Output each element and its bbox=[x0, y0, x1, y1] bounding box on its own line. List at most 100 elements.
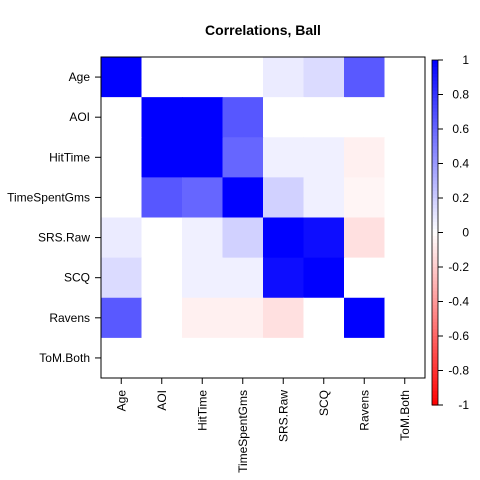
heatmap-cell-timespentgms-tom-both bbox=[384, 177, 426, 219]
legend-color-step bbox=[432, 153, 438, 158]
legend-tick-label: -0.8 bbox=[448, 364, 469, 378]
legend-color-step bbox=[432, 118, 438, 123]
legend-color-step bbox=[432, 156, 438, 161]
legend-color-step bbox=[432, 346, 438, 351]
legend-color-step bbox=[432, 180, 438, 185]
legend-color-step bbox=[432, 166, 438, 171]
legend-color-step bbox=[432, 87, 438, 92]
heatmap-cell-scq-tom-both bbox=[384, 257, 426, 299]
legend-color-step bbox=[432, 391, 438, 396]
heatmap-cell-scq-srs-raw bbox=[263, 257, 305, 299]
legend-tick-label: -0.4 bbox=[448, 295, 469, 309]
legend-color-step bbox=[432, 63, 438, 68]
heatmap-cell-hittime-hittime bbox=[182, 137, 224, 178]
legend-color-step bbox=[432, 215, 438, 220]
legend-color-step bbox=[432, 73, 438, 78]
heatmap-cell-tom-both-tom-both bbox=[384, 337, 426, 379]
legend-color-step bbox=[432, 135, 438, 140]
heatmap-cell-hittime-scq bbox=[303, 137, 345, 178]
heatmap-cell-scq-hittime bbox=[182, 257, 224, 299]
heatmap-cell-srs-raw-hittime bbox=[182, 217, 224, 259]
legend-color-step bbox=[432, 367, 438, 372]
heatmap-cell-timespentgms-hittime bbox=[182, 177, 224, 219]
heatmap-cell-age-srs-raw bbox=[263, 57, 305, 98]
y-tick-label: Ravens bbox=[49, 311, 90, 325]
heatmap-cell-srs-raw-srs-raw bbox=[263, 217, 305, 259]
legend-color-step bbox=[432, 373, 438, 378]
heatmap-cell-ravens-tom-both bbox=[384, 297, 426, 339]
legend-color-step bbox=[432, 339, 438, 344]
legend-tick-label: 0 bbox=[462, 226, 469, 240]
heatmap-cell-srs-raw-ravens bbox=[344, 217, 386, 259]
heatmap-cell-tom-both-scq bbox=[303, 337, 345, 379]
legend-color-step bbox=[432, 315, 438, 320]
legend-color-step bbox=[432, 211, 438, 216]
heatmap-cell-age-timespentgms bbox=[222, 57, 264, 98]
legend-color-step bbox=[432, 322, 438, 327]
legend-color-step bbox=[432, 273, 438, 278]
heatmap-cell-hittime-ravens bbox=[344, 137, 386, 178]
legend-color-step bbox=[432, 325, 438, 330]
legend-tick-label: -0.2 bbox=[448, 260, 469, 274]
heatmap-cell-age-ravens bbox=[344, 57, 386, 98]
heatmap-cell-ravens-timespentgms bbox=[222, 297, 264, 339]
legend-color-step bbox=[432, 66, 438, 71]
legend-color-step bbox=[432, 77, 438, 82]
heatmap-cell-aoi-timespentgms bbox=[222, 97, 264, 138]
heatmap-cell-tom-both-srs-raw bbox=[263, 337, 305, 379]
x-tick-label: AOI bbox=[155, 390, 169, 411]
y-tick-label: TimeSpentGms bbox=[7, 190, 90, 204]
legend-color-step bbox=[432, 260, 438, 265]
heatmap-cell-scq-scq bbox=[303, 257, 345, 299]
legend-color-step bbox=[432, 229, 438, 234]
heatmap-cell-ravens-ravens bbox=[344, 297, 386, 339]
legend-color-step bbox=[432, 253, 438, 258]
heatmap-cell-ravens-scq bbox=[303, 297, 345, 339]
heatmap-cell-hittime-timespentgms bbox=[222, 137, 264, 178]
legend-color-step bbox=[432, 84, 438, 89]
legend-color-step bbox=[432, 304, 438, 309]
legend-tick-label: -1 bbox=[458, 398, 469, 412]
heatmap-cell-ravens-hittime bbox=[182, 297, 224, 339]
heatmap-cell-timespentgms-age bbox=[101, 177, 143, 219]
legend-color-step bbox=[432, 184, 438, 189]
legend-color-step bbox=[432, 246, 438, 251]
x-tick-label: TimeSpentGms bbox=[236, 390, 250, 473]
legend-color-step bbox=[432, 108, 438, 113]
x-tick-label: HitTime bbox=[195, 390, 209, 431]
x-tick-label: SRS.Raw bbox=[276, 390, 290, 442]
legend-color-step bbox=[432, 198, 438, 203]
x-tick-label: Ravens bbox=[357, 390, 371, 431]
legend-color-step bbox=[432, 270, 438, 275]
legend-color-step bbox=[432, 104, 438, 109]
heatmap-cell-scq-ravens bbox=[344, 257, 386, 299]
heatmap-cell-ravens-age bbox=[101, 297, 143, 339]
color-legend: 1 0.8 0.6 0.4 0.2 0 -0.2 -0.4 -0.6 -0.8 -1 bbox=[431, 53, 469, 412]
legend-color-step bbox=[432, 139, 438, 144]
legend-color-step bbox=[432, 384, 438, 389]
y-tick-label: SCQ bbox=[64, 271, 90, 285]
y-tick-label: AOI bbox=[69, 110, 90, 124]
legend-color-step bbox=[432, 115, 438, 120]
legend-color-step bbox=[432, 239, 438, 244]
legend-tick-label: -0.6 bbox=[448, 329, 469, 343]
legend-color-step bbox=[432, 125, 438, 130]
legend-color-step bbox=[432, 342, 438, 347]
x-tick-label: ToM.Both bbox=[398, 390, 412, 441]
legend-color-step bbox=[432, 311, 438, 316]
heatmap-cell-age-age bbox=[101, 57, 143, 98]
chart-title: Correlations, Ball bbox=[205, 22, 321, 38]
heatmap-cell-aoi-tom-both bbox=[384, 97, 426, 138]
legend-tick-label: 0.2 bbox=[452, 191, 469, 205]
legend-tick-label: 1 bbox=[462, 53, 469, 67]
legend-color-step bbox=[432, 332, 438, 337]
legend-color-step bbox=[432, 208, 438, 213]
heatmap-cell-scq-timespentgms bbox=[222, 257, 264, 299]
y-tick-label: ToM.Both bbox=[39, 351, 90, 365]
heatmap-cell-tom-both-timespentgms bbox=[222, 337, 264, 379]
heatmap-cell-timespentgms-aoi bbox=[141, 177, 183, 219]
legend-color-step bbox=[432, 146, 438, 151]
legend-color-step bbox=[432, 284, 438, 289]
heatmap-cell-timespentgms-srs-raw bbox=[263, 177, 305, 219]
legend-tick-label: 0.4 bbox=[452, 157, 469, 171]
